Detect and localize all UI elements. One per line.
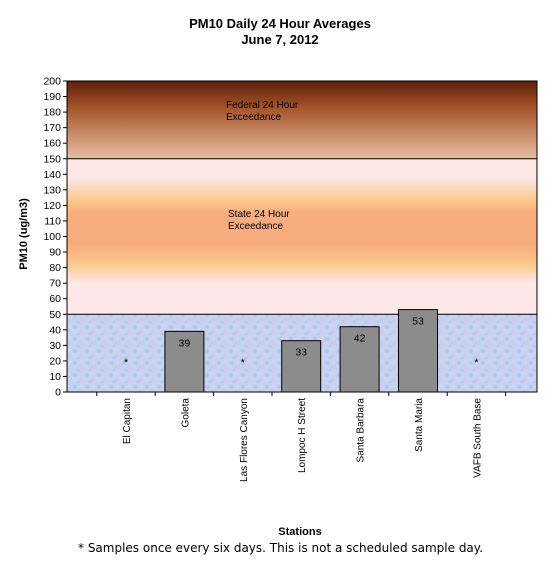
state-exceedance-band (67, 158, 537, 315)
y-tick-label: 80 (49, 262, 61, 274)
y-tick-label: 180 (43, 107, 61, 119)
state-band-label: State 24 Hour (228, 209, 290, 220)
y-axis-label: PM10 (ug/m3) (18, 198, 30, 270)
y-tick-label: 190 (43, 91, 61, 103)
missing-sample-marker: * (474, 357, 479, 369)
data-label: 33 (295, 347, 307, 359)
x-tick-labels: El Capitan Goleta Las Flores Canyon Lompoc … (96, 392, 507, 482)
chart-subtitle: June 7, 2012 (241, 32, 318, 47)
bar-santa-barbara (339, 326, 380, 393)
bars-group: * 39 * 33 42 53 * (124, 309, 479, 393)
x-tick-label: Lompoc H Street (297, 398, 308, 473)
x-tick-label: El Capitan (122, 398, 133, 444)
y-tick-labels: 0 10 20 30 40 50 60 70 80 90 100 110 120 130 140 150 160… (43, 76, 67, 399)
y-tick-label: 20 (49, 355, 61, 367)
x-tick-label: Santa Barbara (356, 398, 367, 463)
federal-band-label: Exceedance (226, 112, 281, 123)
y-tick-label: 110 (44, 215, 61, 227)
y-tick-label: 10 (49, 371, 61, 383)
x-tick-label: Goleta (180, 398, 191, 428)
exceedance-bands (67, 81, 537, 392)
y-tick-label: 60 (49, 293, 61, 305)
bar-santa-maria (398, 309, 438, 393)
y-tick-label: 120 (43, 200, 61, 212)
y-tick-label: 130 (43, 184, 61, 196)
state-band-label: Exceedance (228, 221, 283, 232)
y-tick-label: 50 (49, 309, 61, 321)
x-axis-label: Stations (278, 526, 321, 538)
footnote: * Samples once every six days. This is n… (78, 541, 483, 555)
data-label: 42 (354, 333, 366, 345)
y-tick-label: 0 (55, 387, 61, 399)
chart-title: PM10 Daily 24 Hour Averages (189, 16, 371, 31)
y-tick-label: 160 (43, 138, 61, 150)
y-tick-label: 30 (49, 340, 61, 352)
x-tick-label: VAFB South Base (472, 398, 483, 478)
y-tick-label: 140 (43, 169, 61, 181)
data-label: 53 (412, 316, 424, 328)
data-label: 39 (179, 337, 191, 349)
missing-sample-marker: * (124, 357, 129, 369)
y-tick-label: 70 (49, 278, 61, 290)
y-tick-label: 170 (43, 122, 61, 134)
y-tick-label: 90 (49, 247, 61, 259)
x-tick-label: Santa Maria (414, 398, 425, 452)
y-tick-label: 150 (43, 153, 61, 165)
federal-band-label: Federal 24 Hour (226, 100, 299, 111)
federal-exceedance-band (67, 81, 537, 159)
missing-sample-marker: * (241, 357, 246, 369)
y-tick-label: 200 (43, 76, 61, 88)
y-tick-label: 100 (43, 231, 61, 243)
y-tick-label: 40 (49, 324, 61, 336)
bar-goleta (164, 330, 205, 393)
x-tick-label: Las Flores Canyon (239, 398, 250, 482)
